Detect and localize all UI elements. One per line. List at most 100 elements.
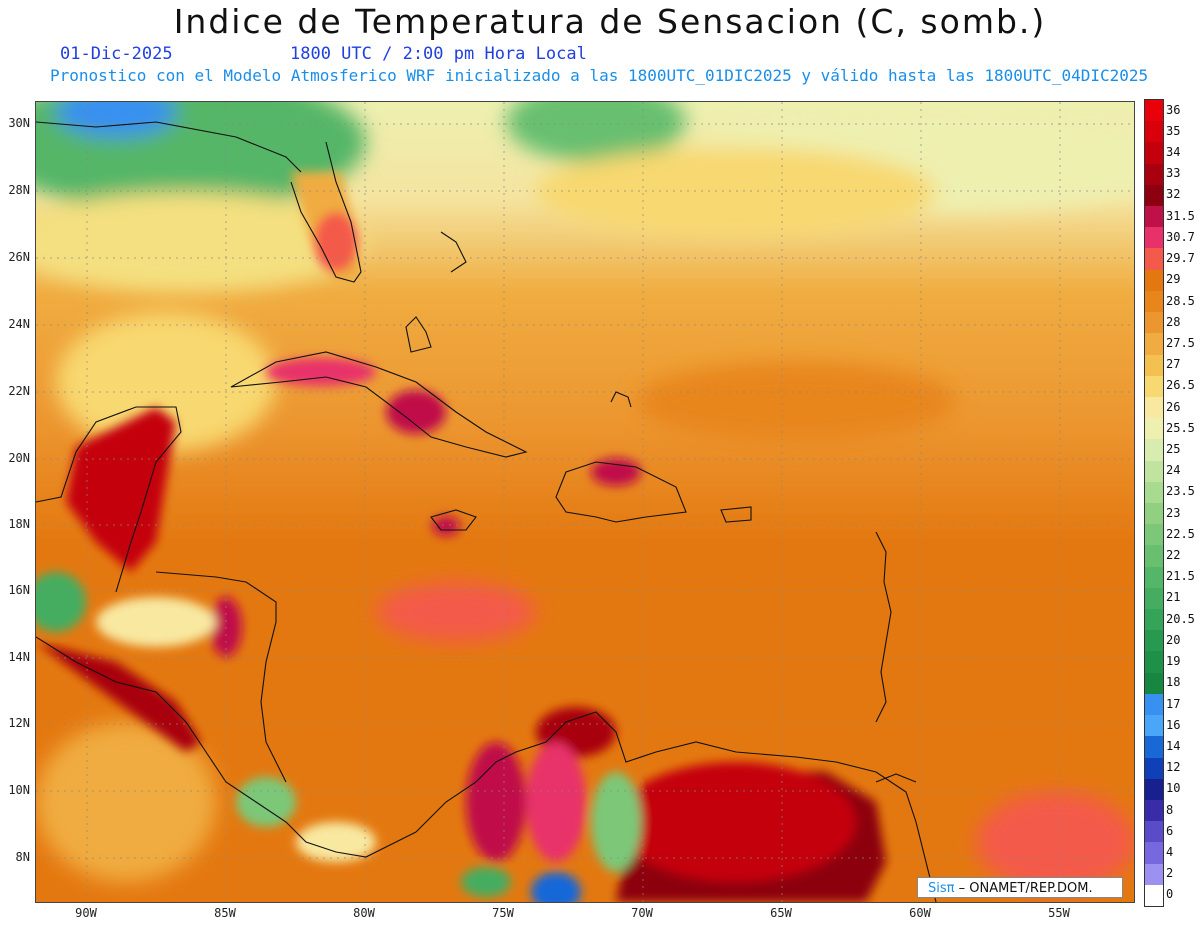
color-scale-label: 22 <box>1166 548 1181 563</box>
color-scale-swatch <box>1145 778 1163 801</box>
color-scale-swatch <box>1145 863 1163 886</box>
color-scale-swatch <box>1145 121 1163 143</box>
color-scale-swatch <box>1145 269 1163 292</box>
color-scale-swatch <box>1145 460 1163 483</box>
credit-logo-text: Sisπ <box>928 881 955 896</box>
color-scale-label: 33 <box>1166 166 1181 181</box>
color-scale-label: 27.5 <box>1166 335 1195 350</box>
color-scale-label: 4 <box>1166 844 1174 859</box>
color-scale-label: 29.7 <box>1166 251 1195 266</box>
color-scale-swatch <box>1145 799 1163 822</box>
color-scale-label: 20.5 <box>1166 611 1195 626</box>
credit-org-text: – ONAMET/REP.DOM. <box>954 881 1093 896</box>
color-scale-label: 23 <box>1166 505 1181 520</box>
color-scale-swatch <box>1145 736 1163 759</box>
green-zone-atlantic <box>506 102 686 162</box>
color-scale-swatch <box>1145 693 1163 716</box>
color-scale-swatch <box>1145 100 1163 122</box>
color-scale-swatch <box>1145 184 1163 207</box>
lon-label: 70W <box>631 906 653 920</box>
lon-label: 80W <box>353 906 375 920</box>
lat-label: 28N <box>8 183 30 197</box>
color-scale-swatch <box>1145 842 1163 865</box>
color-scale-label: 19 <box>1166 654 1181 669</box>
color-scale-bar <box>1144 99 1164 907</box>
lon-label: 55W <box>1048 906 1070 920</box>
lat-label: 10N <box>8 783 30 797</box>
hot-spot-florida <box>314 212 358 272</box>
color-scale-label: 23.5 <box>1166 484 1195 499</box>
color-scale-swatch <box>1145 142 1163 165</box>
color-scale-swatch <box>1145 757 1163 780</box>
color-scale-swatch <box>1145 884 1163 907</box>
color-scale-label: 28.5 <box>1166 293 1195 308</box>
color-scale-swatch <box>1145 312 1163 334</box>
color-scale-label: 16 <box>1166 717 1181 732</box>
color-scale-swatch <box>1145 821 1163 843</box>
color-scale-label: 28 <box>1166 314 1181 329</box>
color-scale-label: 21 <box>1166 590 1181 605</box>
lat-label: 18N <box>8 517 30 531</box>
color-scale-swatch <box>1145 375 1163 398</box>
color-scale-swatch <box>1145 439 1163 462</box>
color-scale-label: 21.5 <box>1166 569 1195 584</box>
color-scale-swatch <box>1145 524 1163 546</box>
color-scale-label: 12 <box>1166 760 1181 775</box>
forecast-time: 1800 UTC / 2:00 pm Hora Local <box>290 44 587 64</box>
color-scale-label: 22.5 <box>1166 526 1195 541</box>
map-title: Indice de Temperatura de Sensacion (C, s… <box>173 2 1047 41</box>
color-scale-label: 10 <box>1166 781 1181 796</box>
lat-label: 20N <box>8 451 30 465</box>
credit-box: Sisπ – ONAMET/REP.DOM. <box>917 877 1123 898</box>
lat-label: 26N <box>8 250 30 264</box>
color-scale-swatch <box>1145 609 1163 631</box>
color-scale-swatch <box>1145 290 1163 313</box>
color-scale-label: 17 <box>1166 696 1181 711</box>
lat-label: 24N <box>8 317 30 331</box>
lon-label: 60W <box>909 906 931 920</box>
color-scale-label: 29 <box>1166 272 1181 287</box>
lat-label: 22N <box>8 384 30 398</box>
color-scale-swatch <box>1145 566 1163 589</box>
color-scale-label: 30.7 <box>1166 229 1195 244</box>
color-scale-swatch <box>1145 630 1163 652</box>
color-scale-label: 35 <box>1166 123 1181 138</box>
color-scale-label: 31.5 <box>1166 208 1195 223</box>
color-scale-label: 24 <box>1166 463 1181 478</box>
color-scale-label: 26 <box>1166 399 1181 414</box>
color-scale-label: 8 <box>1166 802 1174 817</box>
color-scale-swatch <box>1145 481 1163 504</box>
lon-label: 65W <box>770 906 792 920</box>
hot-spot-yucatan <box>66 407 176 572</box>
lon-label: 75W <box>492 906 514 920</box>
color-scale-swatch <box>1145 651 1163 674</box>
lat-label: 8N <box>15 850 30 864</box>
color-scale-swatch <box>1145 545 1163 568</box>
coastlines <box>36 121 937 902</box>
color-scale-label: 36 <box>1166 102 1181 117</box>
color-scale-label: 18 <box>1166 675 1181 690</box>
color-scale-label: 34 <box>1166 145 1181 160</box>
color-scale-swatch <box>1145 248 1163 271</box>
color-scale-swatch <box>1145 715 1163 737</box>
hot-spot-honduras <box>36 642 201 752</box>
color-scale-label: 25.5 <box>1166 420 1195 435</box>
color-scale-swatch <box>1145 333 1163 356</box>
color-scale-swatch <box>1145 587 1163 610</box>
color-scale-label: 32 <box>1166 187 1181 202</box>
lat-label: 12N <box>8 716 30 730</box>
color-scale-swatch <box>1145 672 1163 695</box>
color-scale-swatch <box>1145 503 1163 525</box>
color-scale-swatch <box>1145 163 1163 186</box>
lat-label: 16N <box>8 583 30 597</box>
color-scale-label: 25 <box>1166 441 1181 456</box>
color-scale-label: 2 <box>1166 866 1174 881</box>
lat-label: 14N <box>8 650 30 664</box>
color-scale-swatch <box>1145 227 1163 249</box>
lat-label: 30N <box>8 116 30 130</box>
forecast-description: Pronostico con el Modelo Atmosferico WRF… <box>50 66 1149 85</box>
color-scale-label: 0 <box>1166 887 1174 902</box>
lon-label: 85W <box>214 906 236 920</box>
color-scale-label: 27 <box>1166 357 1181 372</box>
color-scale-label: 20 <box>1166 632 1181 647</box>
